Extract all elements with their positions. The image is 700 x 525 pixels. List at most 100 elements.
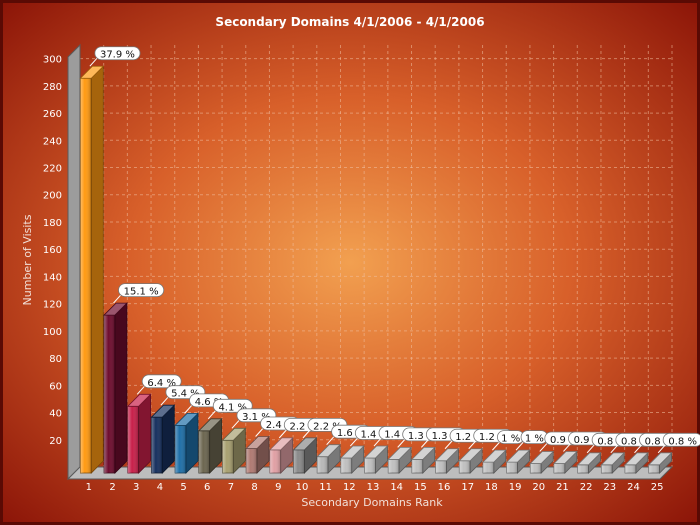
data-label-box bbox=[118, 283, 165, 297]
bar-top bbox=[103, 302, 128, 316]
data-label-text: 2.2 % bbox=[289, 421, 318, 432]
bar-top bbox=[79, 65, 105, 79]
bar bbox=[363, 445, 389, 474]
bar bbox=[292, 436, 318, 474]
bar bbox=[600, 451, 626, 474]
bar-front-shading bbox=[246, 448, 258, 473]
bar bbox=[481, 449, 507, 474]
data-label-text: 15.1 % bbox=[124, 287, 159, 298]
data-label: 1 % bbox=[492, 430, 525, 451]
x-tick-label: 13 bbox=[367, 482, 380, 493]
bar bbox=[410, 446, 436, 474]
x-tick-label: 12 bbox=[343, 482, 356, 493]
y-tick-label: 280 bbox=[43, 82, 62, 93]
bar-front-shading bbox=[317, 456, 329, 473]
bar bbox=[647, 451, 673, 474]
data-label: 15.1 % bbox=[113, 283, 165, 304]
bar-top bbox=[434, 448, 460, 462]
bar-front-shading bbox=[577, 464, 589, 473]
data-label-text: 0.9 % bbox=[550, 435, 579, 446]
bar bbox=[245, 435, 271, 474]
bar-top bbox=[339, 445, 365, 459]
x-tick-label: 16 bbox=[438, 482, 451, 493]
x-tick-label: 14 bbox=[390, 482, 403, 493]
data-label-box bbox=[141, 374, 182, 389]
bar-top bbox=[245, 436, 271, 449]
bar-front-shading bbox=[293, 449, 305, 473]
bar-front-shading bbox=[80, 78, 92, 474]
data-label-text: 1.6 % bbox=[337, 428, 366, 439]
bar bbox=[174, 412, 199, 474]
bar-front-shading bbox=[648, 464, 660, 473]
bars bbox=[79, 65, 673, 474]
y-tick-labels: 20 40 60 80 100 120 140 160 180 200 220 240 260 280 30… bbox=[43, 55, 62, 447]
bar-front-shading bbox=[553, 463, 565, 473]
bar-front-shading bbox=[601, 464, 613, 473]
bar bbox=[79, 65, 105, 474]
y-tick-label: 20 bbox=[49, 436, 62, 447]
x-tick-label: 24 bbox=[627, 482, 640, 493]
data-label-text: 3.1 % bbox=[242, 412, 271, 423]
bar bbox=[103, 302, 128, 474]
bar-front-shading bbox=[340, 458, 352, 473]
bar bbox=[505, 449, 531, 474]
data-label-text: 37.9 % bbox=[100, 50, 135, 61]
x-tick-label: 20 bbox=[532, 482, 545, 493]
bar-front-shading bbox=[459, 460, 471, 473]
x-tick-label: 21 bbox=[556, 482, 569, 493]
data-label: 1 % bbox=[515, 430, 549, 451]
x-tick-label: 1 bbox=[86, 482, 92, 493]
bar-front-shading bbox=[175, 425, 187, 473]
bar-top bbox=[624, 452, 649, 466]
bar-side bbox=[114, 302, 128, 474]
data-label-text: 1.4 % bbox=[361, 430, 390, 441]
bar bbox=[529, 450, 555, 474]
x-tick-labels: 1 2 3 4 5 6 7 8 9 10 11 12 13 14 15 16 17 18 19 20 21 22 23 24 2… bbox=[86, 482, 664, 493]
data-label-text: 0.8 % bbox=[597, 436, 626, 447]
bar-top bbox=[126, 393, 152, 407]
data-label-text: 6.4 % bbox=[147, 378, 176, 389]
bar-top bbox=[221, 427, 247, 441]
x-tick-label: 19 bbox=[509, 482, 522, 493]
data-label-text: 1.2 % bbox=[455, 432, 484, 443]
bar-front-shading bbox=[364, 458, 376, 473]
data-labels: 37.9 % 15.1 % 6.4 %5.4 %4.6 %4.1 %3.1 %2.4… bbox=[89, 46, 700, 454]
data-label-text: 1 % bbox=[501, 434, 520, 445]
x-tick-label: 4 bbox=[157, 482, 163, 493]
x-tick-label: 6 bbox=[204, 482, 210, 493]
data-label-text: 5.4 % bbox=[171, 389, 200, 400]
bar bbox=[150, 404, 176, 474]
x-tick-label: 23 bbox=[603, 482, 616, 493]
bar-top bbox=[316, 444, 342, 458]
y-tick-label: 140 bbox=[43, 272, 62, 283]
bar-front-shading bbox=[506, 462, 518, 473]
bar-top bbox=[529, 451, 555, 464]
y-tick-label: 200 bbox=[43, 191, 62, 202]
x-tick-label: 17 bbox=[461, 482, 474, 493]
x-tick-label: 7 bbox=[228, 482, 234, 493]
bar-front-shading bbox=[198, 430, 210, 473]
bar-top bbox=[410, 446, 436, 460]
bar-top bbox=[150, 404, 176, 418]
y-axis-title: Number of Visits bbox=[21, 214, 34, 305]
bar bbox=[126, 393, 152, 474]
data-label-text: 4.6 % bbox=[195, 397, 224, 408]
x-tick-label: 2 bbox=[109, 482, 115, 493]
bar bbox=[221, 427, 247, 474]
data-label-box bbox=[94, 46, 141, 61]
x-tick-label: 22 bbox=[580, 482, 593, 493]
bar-side bbox=[138, 393, 152, 474]
bar-front-shading bbox=[388, 459, 400, 473]
x-tick-label: 9 bbox=[275, 482, 281, 493]
bar-top bbox=[268, 437, 294, 451]
y-tick-label: 40 bbox=[49, 409, 62, 420]
y-tick-label: 180 bbox=[43, 218, 62, 229]
bar bbox=[316, 443, 342, 474]
bar-front-shading bbox=[127, 406, 139, 473]
y-tick-label: 220 bbox=[43, 164, 62, 175]
data-label-text: 2.4 % bbox=[266, 420, 295, 431]
bar-top bbox=[387, 446, 413, 460]
y-tick-label: 260 bbox=[43, 109, 62, 120]
